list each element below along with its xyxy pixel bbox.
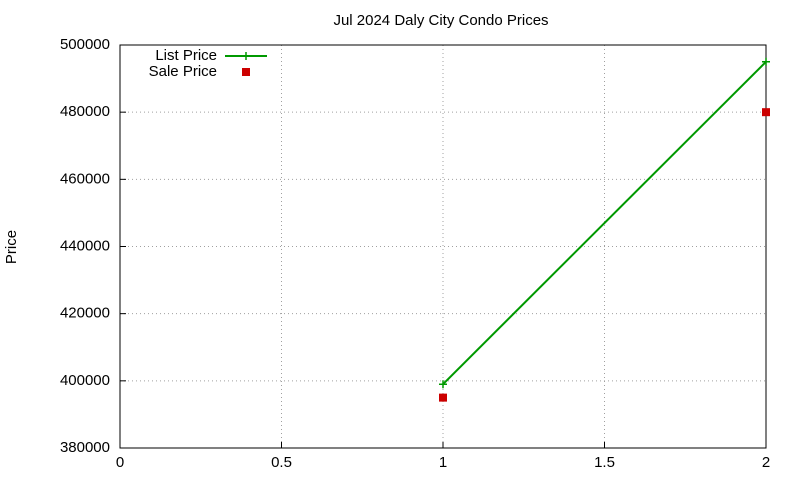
legend-label: Sale Price — [149, 63, 217, 80]
plot-frame — [119, 44, 767, 449]
y-tick-label: 480000 — [60, 103, 110, 120]
y-tick-label: 420000 — [60, 305, 110, 322]
y-tick-label: 400000 — [60, 372, 110, 389]
point — [439, 380, 447, 389]
legend-label: List Price — [155, 47, 217, 64]
x-tick-label: 1.5 — [594, 454, 615, 471]
series-line — [442, 61, 767, 385]
y-axis-label: Price — [3, 230, 20, 264]
y-tick-label: 500000 — [60, 36, 110, 53]
y-tick-label: 460000 — [60, 170, 110, 187]
legend-symbol — [242, 68, 250, 76]
x-tick-label: 0 — [116, 454, 124, 471]
chart-title: Jul 2024 Daly City Condo Prices — [333, 12, 548, 29]
y-tick-label: 380000 — [60, 439, 110, 456]
x-tick-label: 2 — [762, 454, 770, 471]
point — [439, 393, 447, 402]
x-tick-label: 0.5 — [271, 454, 292, 471]
point — [762, 57, 770, 66]
legend-symbol — [242, 52, 250, 60]
y-tick-label: 440000 — [60, 237, 110, 254]
point — [762, 108, 770, 117]
x-tick-label: 1 — [439, 454, 447, 471]
